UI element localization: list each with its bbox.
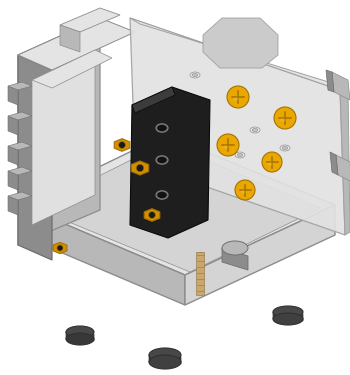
Circle shape — [227, 86, 249, 108]
Ellipse shape — [280, 118, 286, 122]
Ellipse shape — [250, 127, 260, 133]
Polygon shape — [8, 142, 32, 150]
Polygon shape — [8, 146, 18, 165]
Ellipse shape — [157, 192, 167, 198]
Polygon shape — [8, 171, 18, 190]
Polygon shape — [20, 205, 40, 225]
Polygon shape — [53, 242, 67, 254]
Polygon shape — [131, 161, 149, 175]
Polygon shape — [340, 88, 350, 235]
Ellipse shape — [233, 97, 239, 101]
Polygon shape — [35, 143, 320, 272]
Ellipse shape — [157, 156, 167, 164]
Polygon shape — [196, 252, 204, 295]
Circle shape — [136, 164, 144, 172]
Polygon shape — [130, 87, 210, 238]
Polygon shape — [60, 25, 80, 52]
Polygon shape — [273, 312, 303, 321]
Polygon shape — [330, 152, 338, 175]
Ellipse shape — [240, 190, 245, 194]
Polygon shape — [114, 139, 130, 151]
Polygon shape — [32, 50, 112, 88]
Polygon shape — [8, 167, 32, 175]
Polygon shape — [8, 196, 18, 215]
Polygon shape — [185, 205, 335, 305]
Ellipse shape — [192, 74, 198, 76]
Polygon shape — [8, 86, 18, 105]
Ellipse shape — [66, 333, 94, 345]
Ellipse shape — [280, 145, 290, 151]
Polygon shape — [326, 70, 334, 92]
Ellipse shape — [192, 164, 198, 166]
Polygon shape — [203, 18, 278, 68]
Circle shape — [119, 142, 125, 148]
Polygon shape — [149, 355, 181, 364]
Ellipse shape — [232, 90, 238, 94]
Polygon shape — [20, 135, 335, 275]
Ellipse shape — [223, 145, 229, 149]
Polygon shape — [130, 18, 345, 235]
Circle shape — [262, 152, 282, 172]
Ellipse shape — [222, 241, 248, 255]
Polygon shape — [32, 50, 95, 225]
Polygon shape — [336, 155, 350, 182]
Polygon shape — [20, 205, 185, 305]
Polygon shape — [332, 72, 350, 100]
Ellipse shape — [235, 152, 245, 158]
Ellipse shape — [190, 162, 200, 168]
Polygon shape — [132, 87, 175, 113]
Polygon shape — [18, 18, 100, 245]
Ellipse shape — [149, 355, 181, 369]
Circle shape — [149, 211, 155, 218]
Ellipse shape — [267, 162, 273, 166]
Polygon shape — [222, 248, 248, 270]
Polygon shape — [60, 8, 120, 32]
Ellipse shape — [157, 124, 167, 132]
Polygon shape — [8, 82, 32, 90]
Circle shape — [235, 180, 255, 200]
Circle shape — [57, 245, 63, 251]
Ellipse shape — [230, 89, 240, 95]
Circle shape — [217, 134, 239, 156]
Polygon shape — [18, 55, 52, 260]
Ellipse shape — [252, 128, 258, 132]
Ellipse shape — [66, 326, 94, 338]
Circle shape — [274, 107, 296, 129]
Ellipse shape — [190, 72, 200, 78]
Ellipse shape — [149, 348, 181, 362]
Polygon shape — [66, 332, 94, 341]
Ellipse shape — [273, 313, 303, 325]
Polygon shape — [8, 112, 32, 120]
Polygon shape — [8, 116, 18, 135]
Ellipse shape — [282, 146, 288, 150]
Polygon shape — [130, 18, 348, 90]
Polygon shape — [8, 192, 32, 200]
Polygon shape — [144, 209, 160, 221]
Ellipse shape — [237, 153, 243, 157]
Ellipse shape — [273, 306, 303, 318]
Polygon shape — [18, 18, 135, 70]
